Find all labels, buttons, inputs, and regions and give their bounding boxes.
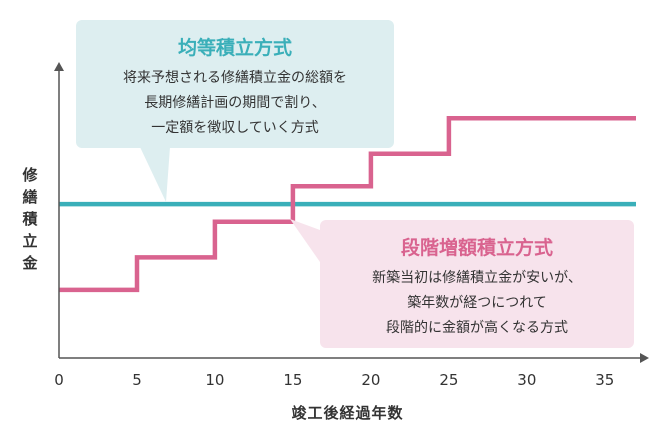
callout-title-stepped: 段階増額積立方式 bbox=[401, 236, 553, 259]
x-tick-label-25: 25 bbox=[439, 371, 458, 389]
x-axis-arrow bbox=[640, 353, 649, 363]
axis-labels: 0 5 10 15 20 25 30 35 竣工後経過年数 修繕積立金 bbox=[21, 166, 614, 422]
x-tick-label-5: 5 bbox=[132, 371, 142, 389]
x-tick-label-20: 20 bbox=[361, 371, 380, 389]
callout-pointer-stepped bbox=[290, 219, 320, 262]
callout-box-flat bbox=[76, 20, 394, 148]
callout-pointer-flat bbox=[140, 147, 170, 202]
y-axis-arrow bbox=[54, 62, 64, 71]
callout-line-stepped-2: 段階的に金額が高くなる方式 bbox=[386, 319, 568, 336]
series-line-stepped bbox=[59, 115, 636, 293]
x-tick-label-30: 30 bbox=[517, 371, 536, 389]
callout-line-stepped-1: 築年数が経つにつれて bbox=[407, 295, 547, 311]
callout-line-flat-2: 一定額を徴収していく方式 bbox=[151, 120, 319, 136]
x-tick-label-0: 0 bbox=[54, 371, 64, 389]
callout-line-flat-1: 長期修繕計画の期間で割り、 bbox=[144, 94, 325, 111]
callout-title-flat: 均等積立方式 bbox=[178, 36, 292, 59]
x-tick-label-35: 35 bbox=[595, 371, 614, 389]
x-tick-label-15: 15 bbox=[283, 371, 302, 389]
y-axis-title: 修繕積立金 bbox=[21, 166, 38, 272]
callout-line-flat-0: 将来予想される修繕積立金の総額を bbox=[123, 70, 347, 86]
callout-box-stepped bbox=[320, 220, 634, 348]
x-tick-label-10: 10 bbox=[205, 371, 224, 389]
callout-stepped: 段階増額積立方式新築当初は修繕積立金が安いが、築年数が経つにつれて段階的に金額が… bbox=[290, 219, 634, 348]
callouts: 均等積立方式将来予想される修繕積立金の総額を長期修繕計画の期間で割り、一定額を徴… bbox=[76, 20, 634, 348]
axes bbox=[54, 62, 649, 363]
plot-layer bbox=[59, 115, 636, 293]
x-axis-title: 竣工後経過年数 bbox=[291, 404, 403, 422]
callout-line-stepped-0: 新築当初は修繕積立金が安いが、 bbox=[372, 269, 582, 286]
callout-flat: 均等積立方式将来予想される修繕積立金の総額を長期修繕計画の期間で割り、一定額を徴… bbox=[76, 20, 394, 202]
